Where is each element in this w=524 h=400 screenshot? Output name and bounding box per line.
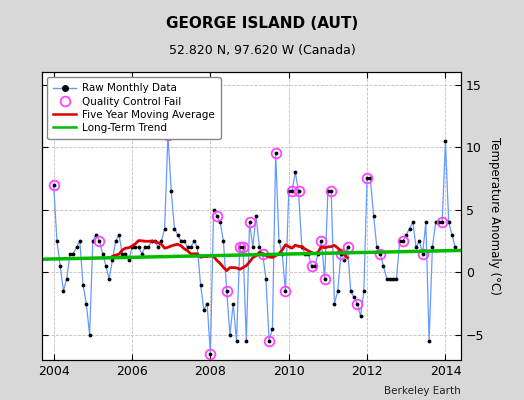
Text: 52.820 N, 97.620 W (Canada): 52.820 N, 97.620 W (Canada)	[169, 44, 355, 57]
Text: GEORGE ISLAND (AUT): GEORGE ISLAND (AUT)	[166, 16, 358, 31]
Legend: Raw Monthly Data, Quality Control Fail, Five Year Moving Average, Long-Term Tren: Raw Monthly Data, Quality Control Fail, …	[47, 77, 221, 139]
Text: Berkeley Earth: Berkeley Earth	[385, 386, 461, 396]
Y-axis label: Temperature Anomaly (°C): Temperature Anomaly (°C)	[488, 137, 501, 295]
